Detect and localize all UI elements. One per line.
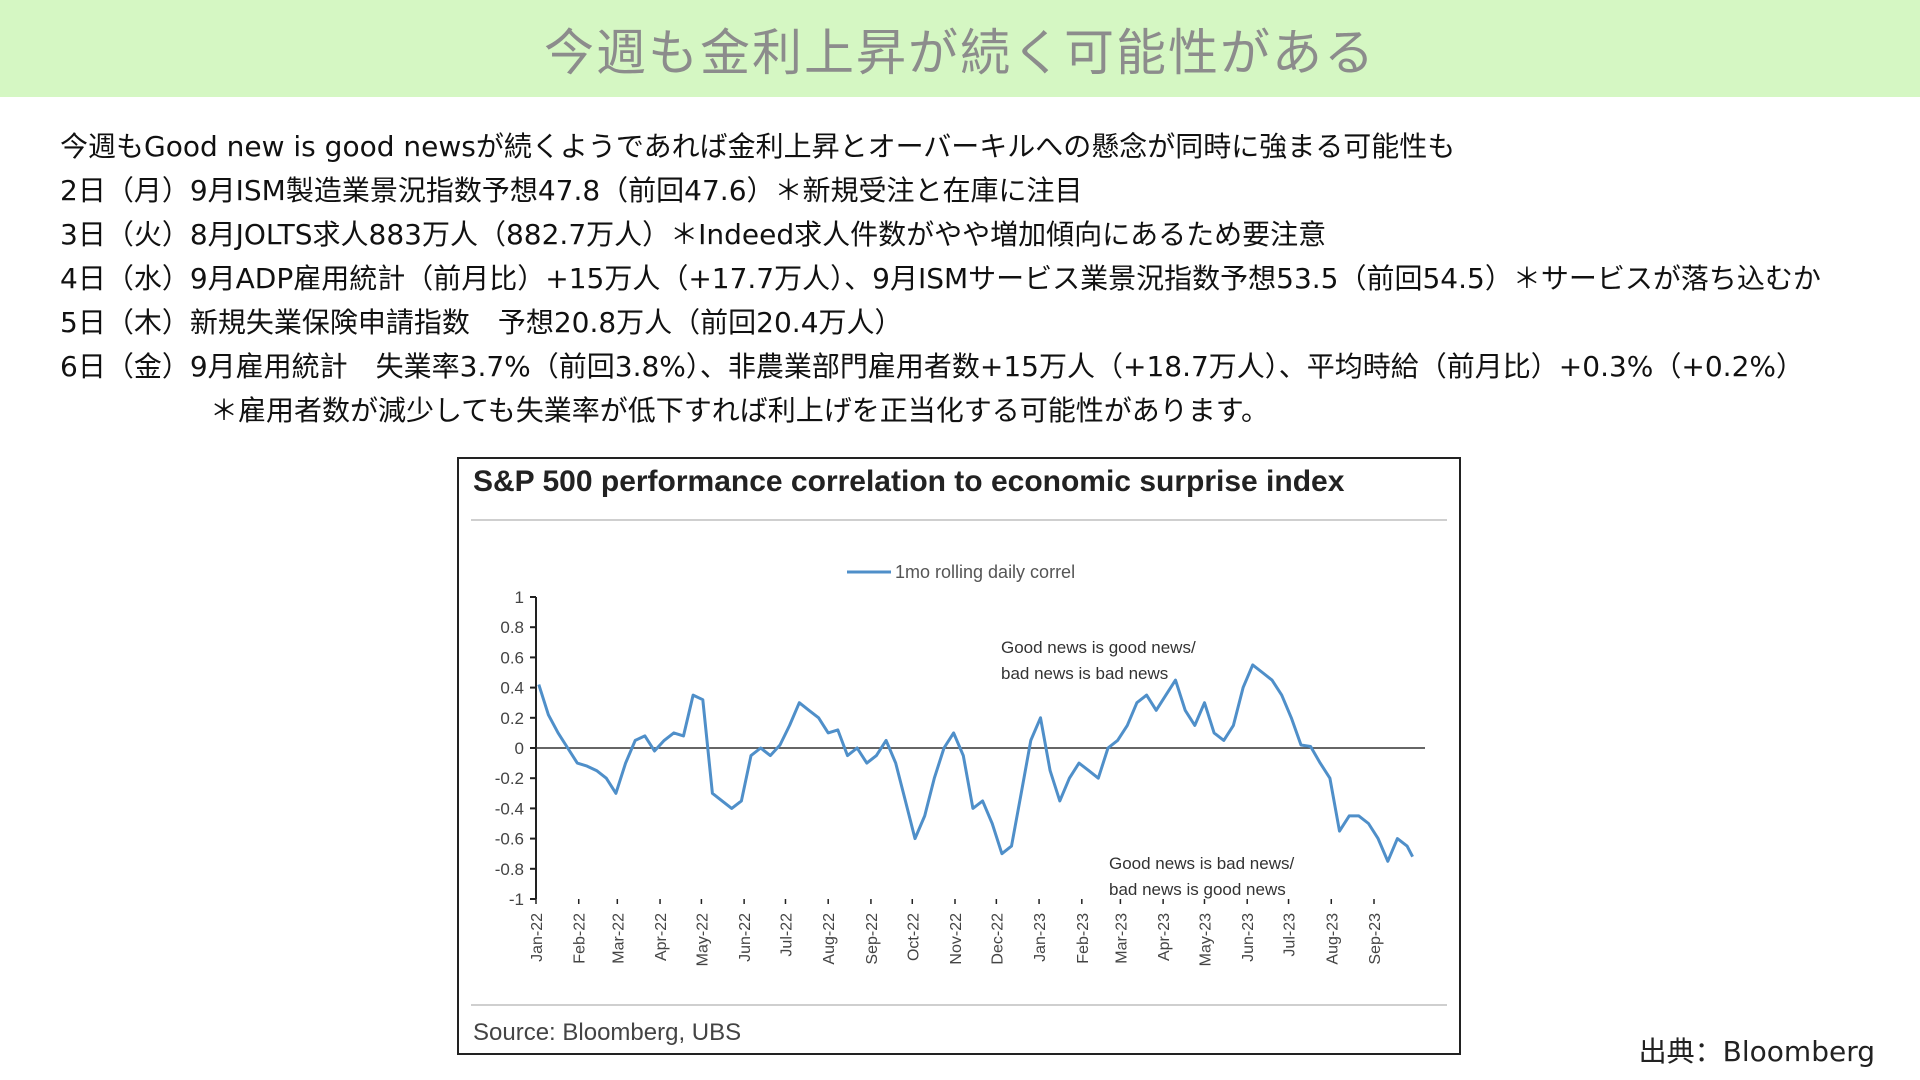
chart-panel: S&P 500 performance correlation to econo…	[457, 457, 1461, 1055]
chart-source: Source: Bloomberg, UBS	[473, 1019, 742, 1046]
y-tick-label: -0.8	[495, 860, 524, 879]
note-line: 3日（火）8月JOLTS求人883万人（882.7万人）＊Indeed求人件数が…	[60, 218, 1327, 251]
y-tick-label: -0.6	[495, 830, 524, 849]
source-divider	[471, 1004, 1447, 1006]
title-banner: 今週も金利上昇が続く可能性がある	[0, 0, 1920, 97]
x-tick-label: Apr-22	[653, 913, 670, 961]
x-tick-label: Feb-23	[1075, 913, 1092, 964]
y-tick-label: -0.2	[495, 769, 524, 788]
x-tick-label: Oct-22	[905, 913, 922, 961]
line-chart: 1 0.8 0.6 0.4 0.2 0 -0.2 -0.4 -0.6 -0.8 -1 Jan-22 Fe…	[495, 562, 1425, 966]
y-tick-label: 0.4	[500, 679, 524, 698]
x-tick-label: Jul-22	[778, 913, 795, 957]
x-tick-label: Sep-22	[864, 913, 881, 965]
chart-annotation: bad news is good news	[1109, 880, 1286, 899]
chart-title: S&P 500 performance correlation to econo…	[473, 465, 1345, 498]
x-tick-label: Nov-22	[948, 913, 965, 965]
note-line: 2日（月）9月ISM製造業景況指数予想47.8（前回47.6）＊新規受注と在庫に…	[60, 174, 1083, 207]
x-tick-label: May-22	[694, 913, 711, 966]
y-tick-label: 1	[515, 588, 524, 607]
chart-annotation: Good news is bad news/	[1109, 854, 1294, 873]
y-tick-label: 0	[515, 739, 524, 758]
y-tick-label: -1	[509, 890, 524, 909]
x-tick-label: Feb-22	[572, 913, 589, 964]
legend-label: 1mo rolling daily correl	[895, 562, 1075, 582]
credit-text: 出典：Bloomberg	[1638, 1035, 1875, 1068]
notes-block: 今週もGood new is good newsが続くようであれば金利上昇とオー…	[60, 125, 1910, 433]
x-tick-label: Sep-23	[1367, 913, 1384, 965]
y-tick-label: 0.2	[500, 709, 524, 728]
note-line: 5日（木）新規失業保険申請指数 予想20.8万人（前回20.4万人）	[60, 306, 903, 339]
page-title: 今週も金利上昇が続く可能性がある	[544, 23, 1376, 82]
x-tick-label: Jan-22	[529, 913, 546, 962]
x-tick-label: May-23	[1197, 913, 1214, 966]
x-tick-label: Aug-23	[1324, 913, 1341, 965]
x-tick-label: Mar-22	[610, 913, 627, 964]
x-tick-label: Aug-22	[821, 913, 838, 965]
note-line: ＊雇用者数が減少しても失業率が低下すれば利上げを正当化する可能性があります。	[210, 394, 1269, 427]
x-tick-label: Apr-23	[1156, 913, 1173, 961]
y-tick-label: 0.8	[500, 618, 524, 637]
x-tick-label: Jun-23	[1240, 913, 1257, 962]
x-tick-label: Jul-23	[1282, 913, 1299, 957]
x-tick-label: Mar-23	[1113, 913, 1130, 964]
x-tick-label: Jan-23	[1032, 913, 1049, 962]
y-tick-label: 0.6	[500, 648, 524, 667]
y-tick-label: -0.4	[495, 799, 524, 818]
note-line: 4日（水）9月ADP雇用統計（前月比）+15万人（+17.7万人）、9月ISMサ…	[60, 262, 1821, 295]
title-divider	[471, 519, 1447, 521]
note-line: 今週もGood new is good newsが続くようであれば金利上昇とオー…	[60, 130, 1456, 163]
chart-annotation: Good news is good news/	[1001, 638, 1196, 657]
x-tick-label: Jun-22	[737, 913, 754, 962]
note-line: 6日（金）9月雇用統計 失業率3.7%（前回3.8%）、非農業部門雇用者数+15…	[60, 350, 1804, 383]
series-line	[537, 663, 1414, 863]
x-tick-label: Dec-22	[989, 913, 1006, 965]
chart-annotation: bad news is bad news	[1001, 664, 1168, 683]
